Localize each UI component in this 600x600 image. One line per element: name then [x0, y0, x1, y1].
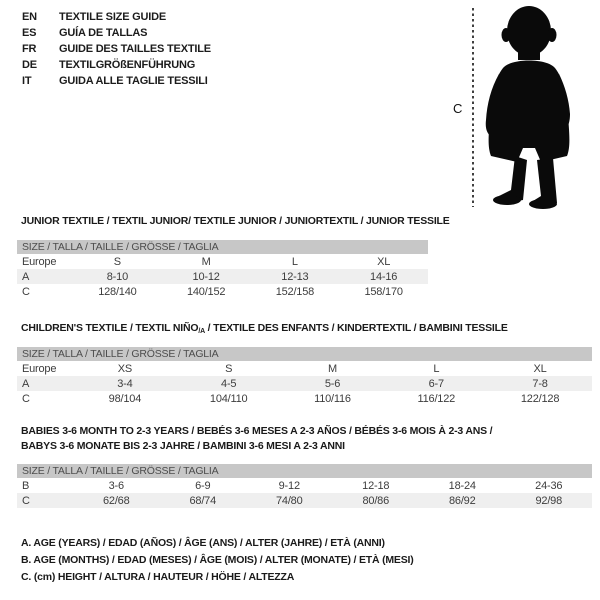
- table-row: A 3-4 4-5 5-6 6-7 7-8: [17, 376, 592, 391]
- table-cell: 3-6: [108, 479, 125, 492]
- language-title: TEXTILE SIZE GUIDE: [59, 11, 167, 23]
- table-cell: 7-8: [532, 377, 548, 390]
- row-label: C: [22, 494, 30, 507]
- table-cell: 86/92: [448, 494, 476, 507]
- table-cell: XL: [377, 255, 391, 268]
- table-row: A 8-10 10-12 12-13 14-16: [17, 269, 428, 284]
- babies-title-line1: BABIES 3-6 MONTH TO 2-3 YEARS / BEBÉS 3-…: [21, 425, 493, 437]
- language-code: EN: [22, 11, 37, 23]
- baby-silhouette-icon: [472, 6, 570, 209]
- table-cell: 128/140: [98, 285, 137, 298]
- legend-line-a: A. AGE (YEARS) / EDAD (AÑOS) / ÂGE (ANS)…: [21, 537, 385, 549]
- table-cell: 140/152: [186, 285, 226, 298]
- table-cell: 6-9: [195, 479, 211, 492]
- table-cell: 122/128: [520, 392, 560, 405]
- table-cell: 68/74: [189, 494, 217, 507]
- table-cell: L: [291, 255, 298, 268]
- row-label: Europe: [22, 362, 57, 375]
- language-row: ES GUÍA DE TALLAS: [22, 25, 211, 41]
- legend-line-c: C. (cm) HEIGHT / ALTURA / HAUTEUR / HÖHE…: [21, 571, 295, 583]
- children-section-title: CHILDREN'S TEXTILE / TEXTIL NIÑO/A / TEX…: [21, 322, 508, 335]
- junior-size-table: SIZE / TALLA / TAILLE / GRÖSSE / TAGLIA …: [17, 240, 428, 299]
- table-cell: 9-12: [278, 479, 300, 492]
- table-row: Europe XS S M L XL: [17, 361, 592, 376]
- language-title: GUIDA ALLE TAGLIE TESSILI: [59, 75, 208, 87]
- language-code: DE: [22, 59, 37, 71]
- table-cell: 10-12: [192, 270, 220, 283]
- table-cell: 14-16: [370, 270, 398, 283]
- table-cell: XS: [117, 362, 133, 375]
- table-cell: 104/110: [209, 392, 248, 405]
- table-row: C 128/140 140/152 152/158 158/170: [17, 284, 428, 299]
- table-cell: 18-24: [448, 479, 476, 492]
- table-cell: M: [328, 362, 337, 375]
- legend-line-b: B. AGE (MONTHS) / EDAD (MESES) / ÂGE (MO…: [21, 554, 414, 566]
- row-label: B: [22, 479, 30, 492]
- row-label: C: [22, 392, 30, 405]
- table-cell: 110/116: [314, 392, 351, 405]
- table-cell: 158/170: [364, 285, 403, 298]
- children-size-table: SIZE / TALLA / TAILLE / GRÖSSE / TAGLIA …: [17, 347, 592, 406]
- table-cell: 12-13: [281, 270, 309, 283]
- children-title-text: CHILDREN'S TEXTILE / TEXTIL NIÑO: [21, 322, 199, 334]
- row-label: C: [22, 285, 30, 298]
- measure-legend: A. AGE (YEARS) / EDAD (AÑOS) / ÂGE (ANS)…: [21, 535, 414, 586]
- table-row: C 62/68 68/74 74/80 80/86 86/92 92/98: [17, 493, 592, 508]
- table-cell: L: [433, 362, 440, 375]
- table-cell: 74/80: [275, 494, 303, 507]
- table-cell: 80/86: [362, 494, 390, 507]
- language-row: IT GUIDA ALLE TAGLIE TESSILI: [22, 73, 211, 89]
- table-cell: 6-7: [428, 377, 445, 390]
- table-cell: 98/104: [108, 392, 142, 405]
- language-row: FR GUIDE DES TAILLES TEXTILE: [22, 41, 211, 57]
- table-cell: XL: [533, 362, 547, 375]
- size-header-bar: SIZE / TALLA / TAILLE / GRÖSSE / TAGLIA: [17, 240, 428, 254]
- babies-size-table: SIZE / TALLA / TAILLE / GRÖSSE / TAGLIA …: [17, 464, 592, 508]
- children-title-subscript: /A: [198, 328, 205, 335]
- language-title-list: EN TEXTILE SIZE GUIDE ES GUÍA DE TALLAS …: [22, 9, 211, 89]
- table-row: C 98/104 104/110 110/116 116/122 122/128: [17, 391, 592, 406]
- children-title-text: / TEXTILE DES ENFANTS / KINDERTEXTIL / B…: [204, 322, 508, 334]
- table-cell: 8-10: [106, 270, 128, 283]
- table-cell: S: [225, 362, 233, 375]
- babies-title-line2: BABYS 3-6 MONATE BIS 2-3 JAHRE / BAMBINI…: [21, 440, 345, 452]
- language-code: ES: [22, 27, 37, 39]
- table-row: B 3-6 6-9 9-12 12-18 18-24 24-36: [17, 478, 592, 493]
- table-cell: M: [201, 255, 211, 268]
- table-cell: 116/122: [417, 392, 456, 405]
- height-measure-label: C: [453, 101, 463, 116]
- babies-section-title: BABIES 3-6 MONTH TO 2-3 YEARS / BEBÉS 3-…: [21, 424, 493, 454]
- language-code: FR: [22, 43, 37, 55]
- language-title: GUÍA DE TALLAS: [59, 27, 148, 39]
- table-cell: 3-4: [117, 377, 133, 390]
- row-label: Europe: [22, 255, 57, 268]
- row-label: A: [22, 377, 30, 390]
- table-cell: 4-5: [221, 377, 237, 390]
- junior-section-title: JUNIOR TEXTILE / TEXTIL JUNIOR/ TEXTILE …: [21, 215, 450, 227]
- size-header-bar: SIZE / TALLA / TAILLE / GRÖSSE / TAGLIA: [17, 347, 592, 361]
- language-row: DE TEXTILGRÖßENFÜHRUNG: [22, 57, 211, 73]
- row-label: A: [22, 270, 30, 283]
- language-code: IT: [22, 75, 32, 87]
- table-cell: 62/68: [102, 494, 130, 507]
- table-cell: 24-36: [535, 479, 563, 492]
- table-cell: 92/98: [535, 494, 563, 507]
- language-title: GUIDE DES TAILLES TEXTILE: [59, 43, 211, 55]
- language-row: EN TEXTILE SIZE GUIDE: [22, 9, 211, 25]
- language-title: TEXTILGRÖßENFÜHRUNG: [59, 59, 196, 71]
- table-cell: 152/158: [275, 285, 315, 298]
- table-row: Europe S M L XL: [17, 254, 428, 269]
- size-header-bar: SIZE / TALLA / TAILLE / GRÖSSE / TAGLIA: [17, 464, 592, 478]
- table-cell: 5-6: [324, 377, 341, 390]
- table-cell: 12-18: [362, 479, 390, 492]
- baby-height-figure: C: [440, 0, 600, 212]
- table-cell: S: [113, 255, 121, 268]
